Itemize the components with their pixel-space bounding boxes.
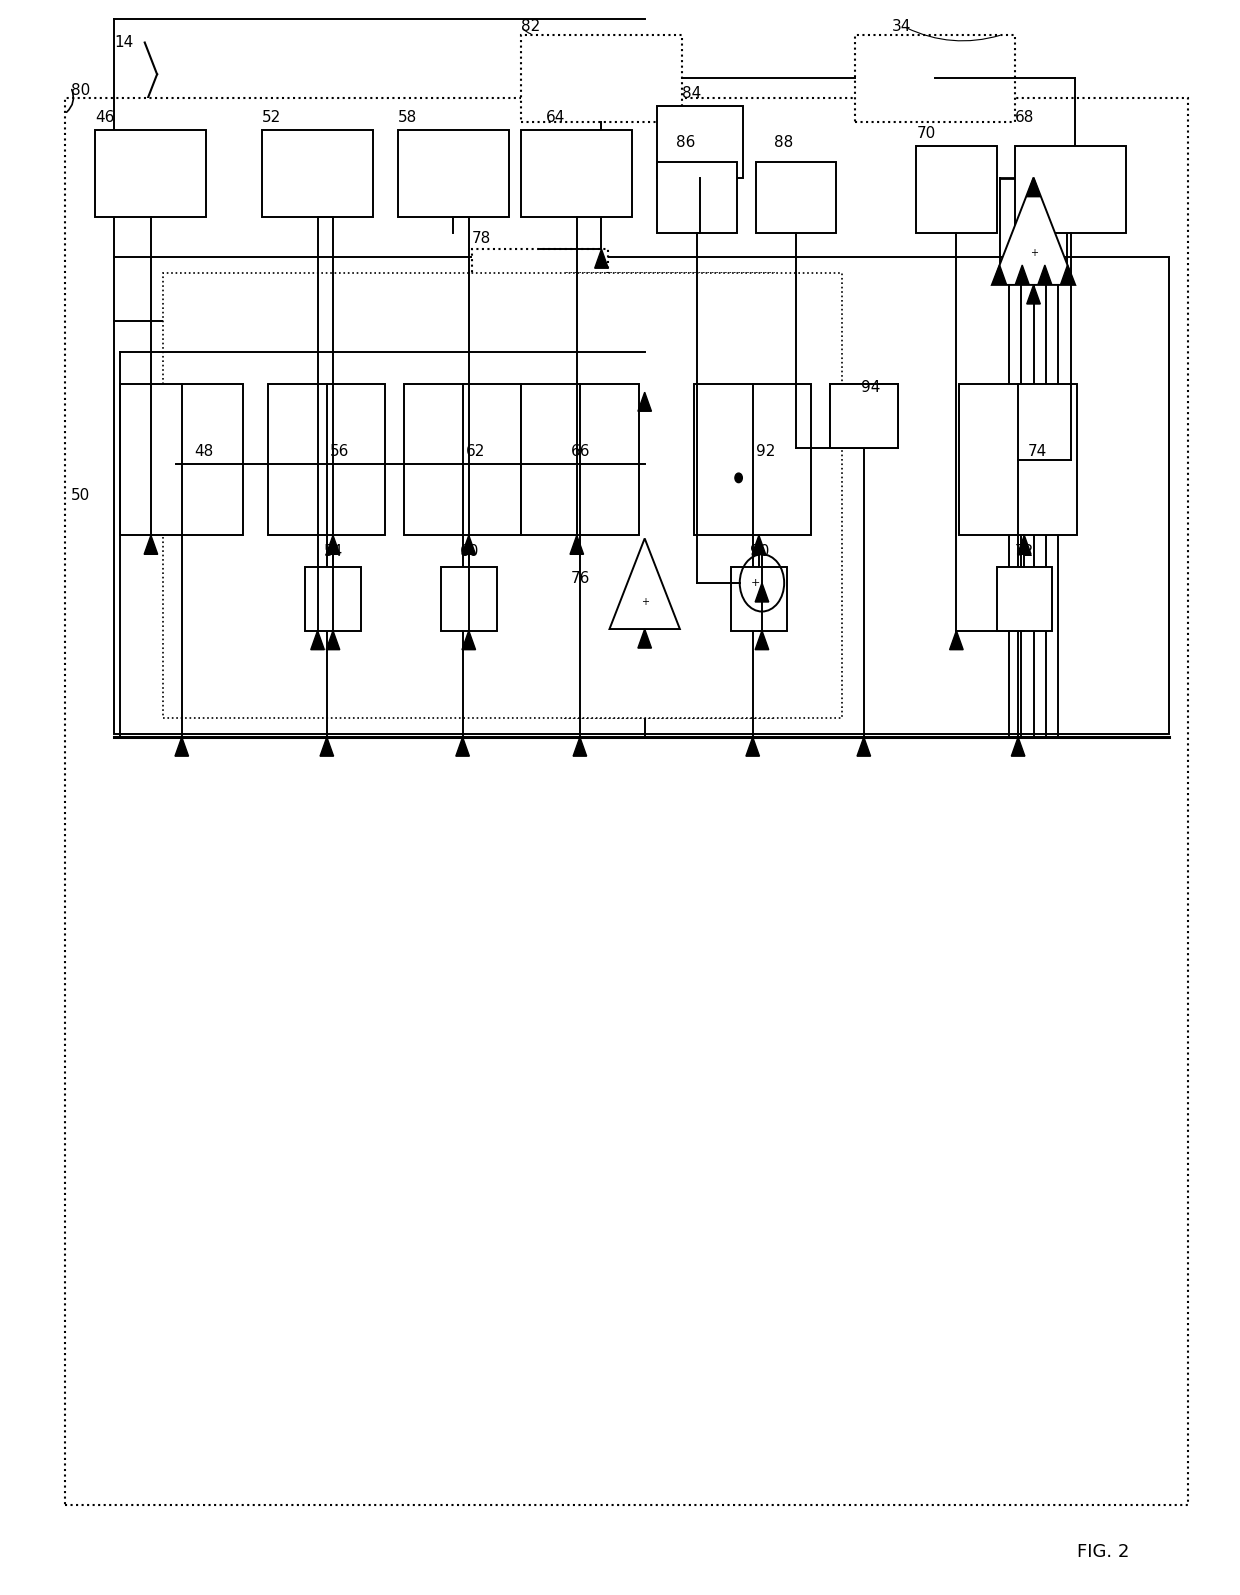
Bar: [830, 384, 898, 448]
Text: FIG. 2: FIG. 2: [1076, 1544, 1130, 1562]
Polygon shape: [326, 536, 340, 555]
Circle shape: [735, 474, 743, 483]
Bar: [262, 129, 373, 217]
Text: 94: 94: [861, 380, 880, 396]
Bar: [830, 384, 898, 448]
Polygon shape: [326, 630, 340, 649]
Polygon shape: [755, 582, 769, 601]
Polygon shape: [637, 392, 651, 412]
Text: 62: 62: [466, 443, 485, 458]
Polygon shape: [1060, 265, 1074, 284]
Text: 56: 56: [330, 443, 350, 458]
Polygon shape: [857, 737, 870, 756]
Text: 76: 76: [570, 571, 590, 585]
Polygon shape: [1027, 286, 1040, 305]
Text: 34: 34: [892, 19, 911, 33]
Bar: [564, 273, 774, 718]
Text: 74: 74: [1028, 443, 1047, 458]
Text: 92: 92: [756, 443, 775, 458]
Bar: [732, 568, 786, 630]
Bar: [521, 129, 632, 217]
Polygon shape: [595, 249, 609, 268]
Polygon shape: [1012, 737, 1025, 756]
Text: 78: 78: [472, 231, 491, 246]
Bar: [1016, 145, 1126, 233]
Polygon shape: [573, 737, 587, 756]
Text: 48: 48: [195, 443, 213, 458]
Polygon shape: [1027, 177, 1040, 196]
Text: 58: 58: [398, 110, 417, 124]
Bar: [441, 568, 496, 630]
Bar: [64, 99, 1188, 1504]
Bar: [521, 384, 639, 536]
Polygon shape: [992, 177, 1075, 286]
Polygon shape: [570, 536, 584, 555]
Text: 90: 90: [750, 544, 769, 558]
Bar: [854, 35, 1016, 121]
Text: 70: 70: [916, 126, 935, 140]
Bar: [305, 568, 361, 630]
Polygon shape: [175, 737, 188, 756]
Bar: [120, 384, 243, 536]
Text: 60: 60: [460, 544, 479, 558]
Bar: [657, 107, 744, 177]
Polygon shape: [463, 630, 476, 649]
Text: 46: 46: [95, 110, 115, 124]
Bar: [398, 129, 508, 217]
Text: 52: 52: [262, 110, 281, 124]
Text: 72: 72: [1016, 544, 1034, 558]
Bar: [164, 273, 842, 718]
Polygon shape: [1038, 265, 1052, 284]
Polygon shape: [950, 630, 963, 649]
Text: 82: 82: [521, 19, 541, 33]
Bar: [756, 161, 836, 233]
Polygon shape: [311, 630, 325, 649]
Polygon shape: [746, 737, 759, 756]
Bar: [997, 568, 1052, 630]
Bar: [95, 129, 207, 217]
Polygon shape: [637, 628, 651, 648]
Bar: [404, 384, 521, 536]
Bar: [268, 384, 386, 536]
Text: 54: 54: [324, 544, 343, 558]
Polygon shape: [320, 737, 334, 756]
Bar: [694, 384, 811, 536]
Polygon shape: [144, 536, 157, 555]
Bar: [114, 257, 1169, 734]
Text: 64: 64: [546, 110, 565, 124]
Polygon shape: [1016, 265, 1029, 284]
Polygon shape: [993, 265, 1007, 284]
Text: +: +: [641, 597, 649, 606]
Bar: [472, 249, 608, 392]
Text: 50: 50: [71, 488, 91, 502]
Bar: [657, 161, 738, 233]
Text: 68: 68: [1016, 110, 1034, 124]
Bar: [521, 35, 682, 121]
Text: 86: 86: [676, 136, 694, 150]
Polygon shape: [755, 630, 769, 649]
Bar: [916, 145, 997, 233]
Polygon shape: [463, 536, 476, 555]
Polygon shape: [1018, 536, 1032, 555]
Bar: [960, 384, 1076, 536]
Polygon shape: [753, 536, 765, 555]
Text: 88: 88: [774, 136, 794, 150]
Text: +: +: [750, 577, 760, 589]
Text: +: +: [1029, 247, 1038, 258]
Text: 14: 14: [114, 35, 133, 49]
Text: 84: 84: [682, 86, 701, 100]
Text: 66: 66: [570, 443, 590, 458]
Text: 80: 80: [71, 83, 91, 97]
Polygon shape: [456, 737, 470, 756]
Polygon shape: [610, 539, 680, 628]
